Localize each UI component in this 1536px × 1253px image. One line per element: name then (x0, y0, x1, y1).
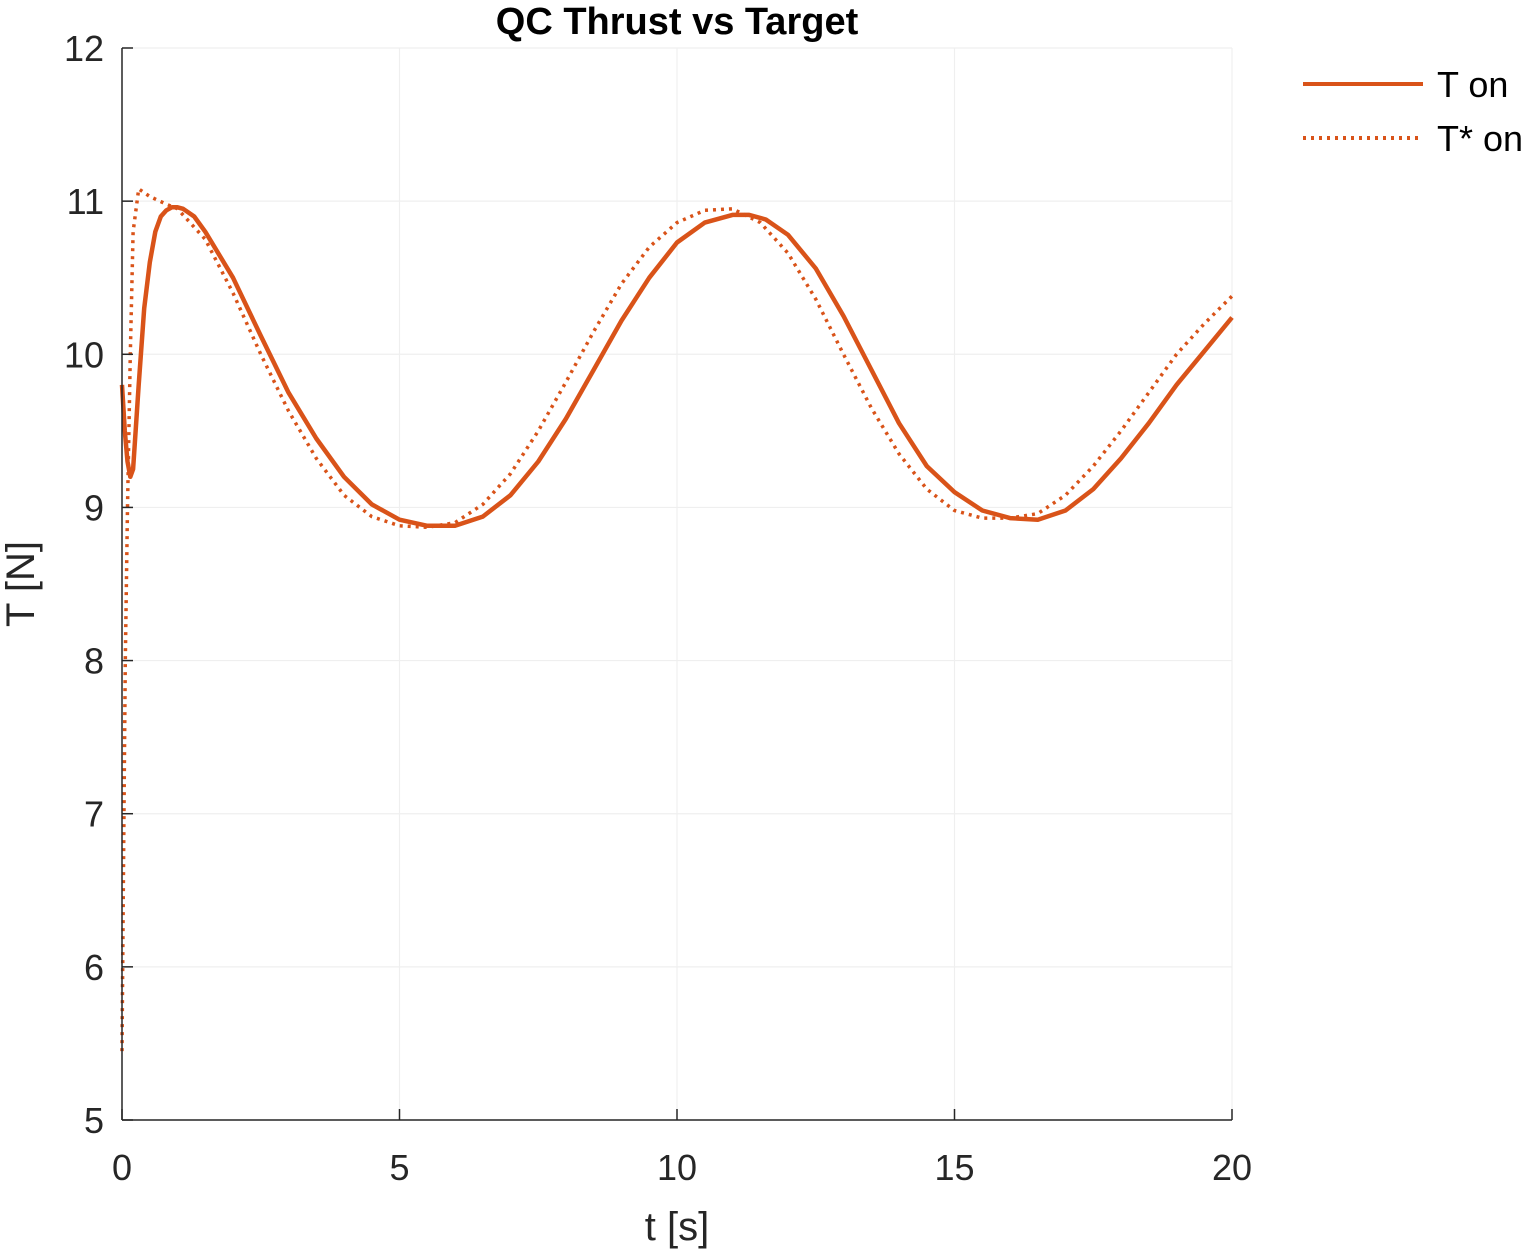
x-tick-label: 15 (934, 1147, 974, 1188)
x-tick-label: 20 (1212, 1147, 1252, 1188)
y-tick-label: 7 (84, 794, 104, 835)
series-line-t-star (120, 187, 1234, 1052)
y-tick-label: 10 (64, 334, 104, 375)
y-tick-label: 6 (84, 947, 104, 988)
x-axis-label: t [s] (645, 1205, 709, 1249)
series-line-t (119, 205, 1234, 529)
x-tick-label: 10 (657, 1147, 697, 1188)
legend-label-t-star: T* on (1437, 118, 1523, 159)
x-tick-label: 0 (112, 1147, 132, 1188)
y-tick-label: 9 (84, 487, 104, 528)
y-axis-label: T [N] (0, 541, 43, 627)
y-tick-label: 5 (84, 1100, 104, 1141)
chart-title: QC Thrust vs Target (496, 1, 859, 43)
series-group (119, 187, 1234, 1052)
x-tick-label: 5 (389, 1147, 409, 1188)
legend-label-t: T on (1437, 64, 1508, 105)
legend: T on T* on (1303, 64, 1523, 159)
y-tick-label: 11 (67, 181, 104, 222)
y-tick-label: 8 (84, 641, 104, 682)
y-tick-label: 12 (64, 28, 104, 69)
